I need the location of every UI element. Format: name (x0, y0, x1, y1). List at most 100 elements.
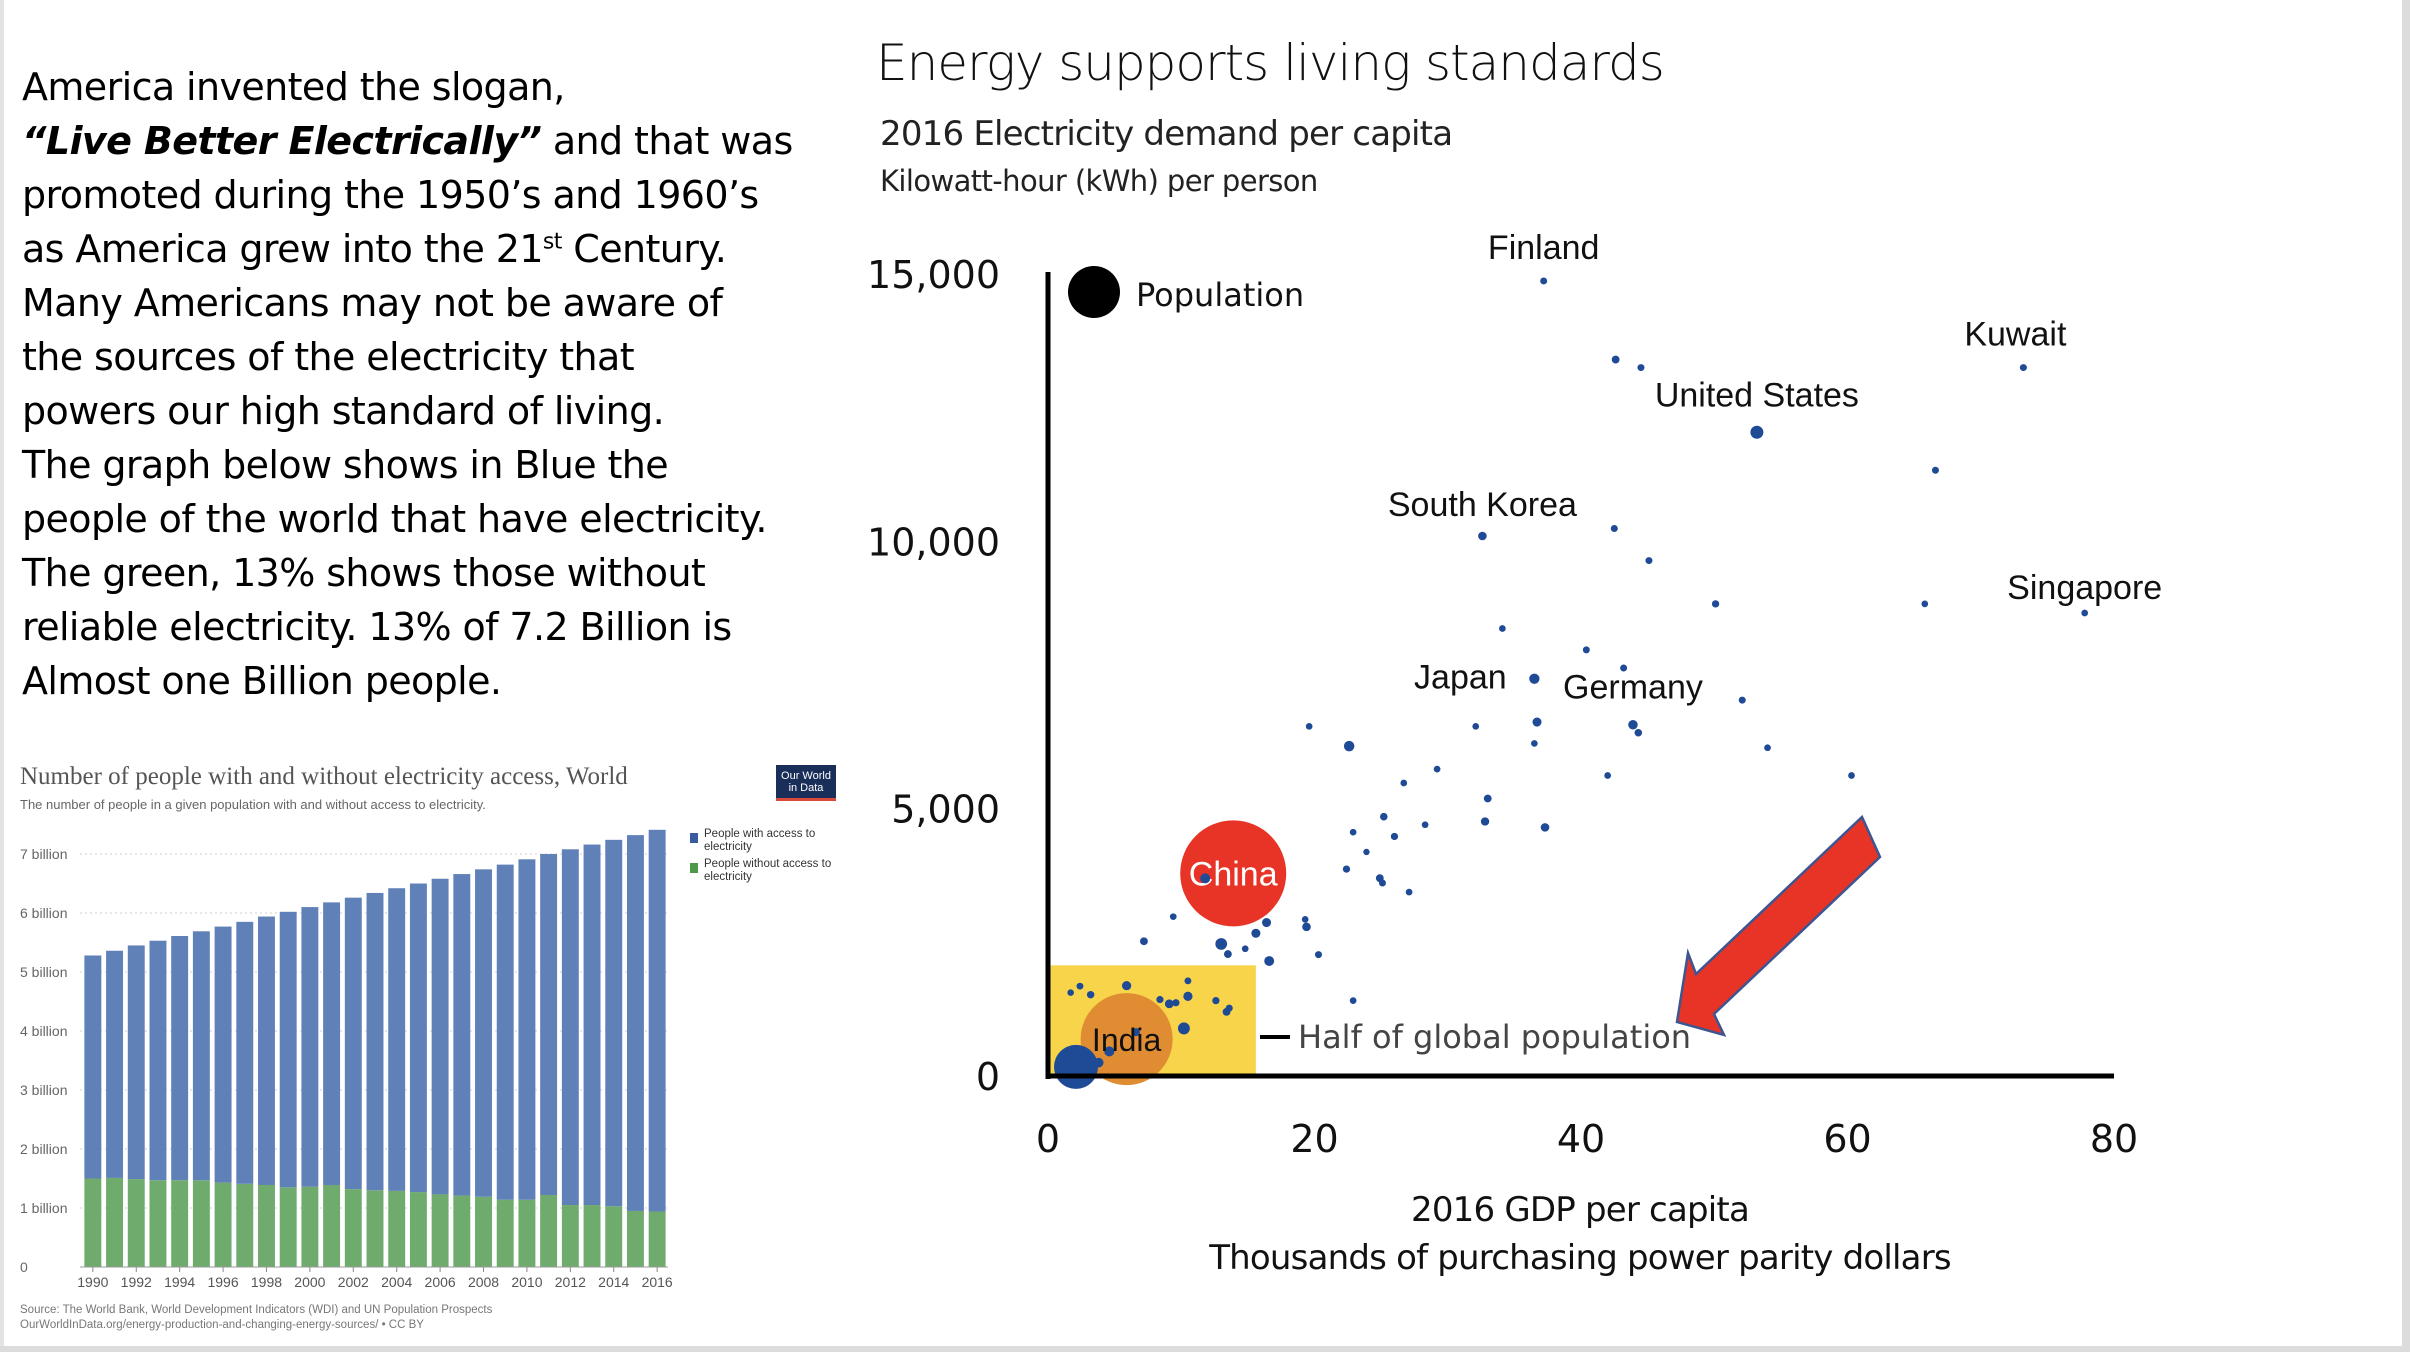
bubble (1264, 956, 1275, 966)
scatter-subtitle: 2016 Electricity demand per capita (880, 114, 1453, 154)
electricity-access-chart: 0 1 billion 2 billion 3 billion 4 billion 5 b… (0, 745, 860, 1345)
bubble (1478, 531, 1487, 541)
bar-with-access (149, 940, 167, 1181)
x-tick-label: 2006 (425, 1274, 456, 1290)
slogan-text: “Live Better Electrically” (22, 119, 542, 163)
bubble (1405, 888, 1413, 896)
intro-line-text: reliable electricity. 13% of 7.2 Billion… (22, 605, 732, 649)
bar-with-access (409, 883, 427, 1193)
intro-line: America invented the slogan, (22, 60, 822, 114)
scatter-y-unit: Kilowatt-hour (kWh) per person (880, 164, 1318, 198)
bar-without-access (648, 1211, 666, 1267)
intro-line: The graph below shows in Blue the (22, 438, 822, 492)
bar-without-access (605, 1206, 623, 1267)
intro-line: Almost one Billion people. (22, 654, 822, 708)
bubble (1156, 996, 1164, 1004)
intro-line-text: Almost one Billion people. (22, 659, 502, 703)
bubble-india (1080, 993, 1173, 1086)
bar-without-access (127, 1179, 145, 1267)
bubble (1184, 977, 1192, 985)
bubble (1582, 646, 1590, 654)
bar-with-access (106, 950, 124, 1178)
bubble (1483, 794, 1492, 803)
bar-with-access (84, 955, 102, 1179)
bubble (1122, 981, 1132, 991)
bar-with-access (431, 878, 449, 1195)
bubble (1532, 717, 1542, 727)
country-label-china: China (1189, 855, 1278, 893)
bubble (1400, 779, 1408, 787)
x-tick-label: 80 (2090, 1117, 2138, 1161)
bubble (1620, 664, 1628, 672)
x-tick-label: 2000 (294, 1274, 325, 1290)
intro-line: The green, 13% shows those without (22, 546, 822, 600)
intro-line: powers our high standard of living. (22, 384, 822, 438)
bubble (1215, 938, 1228, 950)
bar-without-access (409, 1192, 427, 1267)
country-label-india: India (1092, 1022, 1162, 1058)
bubble (1480, 817, 1490, 826)
bubble-china (1180, 820, 1287, 927)
owid-chart-subtitle: The number of people in a given populati… (20, 797, 486, 812)
bar-without-access (323, 1184, 341, 1267)
bar-with-access (453, 874, 471, 1196)
x-tick-label: 20 (1290, 1117, 1338, 1161)
legend-swatch-without-access (690, 863, 698, 873)
bubble (1314, 951, 1322, 959)
bubble (1251, 928, 1261, 938)
slide-border-right (2402, 0, 2410, 1352)
bubble (1086, 991, 1095, 999)
bar-with-access (540, 854, 558, 1196)
bubble (1349, 997, 1357, 1004)
x-tick-label: 1994 (164, 1274, 195, 1290)
bar-with-access (323, 902, 341, 1185)
bar-without-access (84, 1178, 102, 1267)
legend-label-with-access-cont: electricity (704, 841, 752, 853)
bar-without-access (214, 1182, 232, 1267)
bar-with-access (626, 835, 644, 1211)
bar-without-access (192, 1180, 210, 1267)
bar-without-access (561, 1205, 579, 1267)
bar-with-access (192, 931, 210, 1181)
bubble (1848, 772, 1855, 779)
country-label: Japan (1414, 659, 1507, 697)
intro-line: promoted during the 1950’s and 1960’s (22, 168, 822, 222)
bar-without-access (301, 1186, 319, 1267)
x-tick-label: 2014 (598, 1274, 629, 1290)
y-tick-label: 7 billion (20, 846, 67, 862)
bubble (1076, 982, 1084, 990)
bar-without-access (344, 1189, 362, 1267)
country-label: South Korea (1388, 486, 1577, 524)
bubble (1931, 466, 1939, 474)
source-line: Source: The World Bank, World Developmen… (20, 1304, 493, 1316)
bubble (1610, 525, 1618, 533)
bar-without-access (149, 1180, 167, 1267)
bubble (1738, 696, 1746, 704)
intro-line-text: The green, 13% shows those without (22, 551, 706, 595)
bar-with-access (301, 907, 319, 1187)
intro-line-text: people of the world that have electricit… (22, 497, 768, 541)
x-tick-label: 2016 (642, 1274, 673, 1290)
bar-without-access (496, 1199, 514, 1267)
bubble (1499, 625, 1506, 632)
bar-with-access (475, 869, 492, 1197)
x-tick-label: 0 (1036, 1117, 1060, 1161)
bubble (1302, 922, 1311, 932)
x-tick-label: 1990 (77, 1274, 108, 1290)
intro-line-text: as America grew into the 21 (22, 227, 544, 271)
bubble (1540, 277, 1548, 285)
country-label: Finland (1488, 229, 1600, 267)
bubble (1529, 673, 1540, 684)
bubble (1200, 873, 1211, 884)
legend-label-with-access: People with access to (704, 828, 815, 840)
x-tick-label: 2012 (555, 1274, 586, 1290)
y-tick-label: 4 billion (20, 1023, 67, 1039)
bar-with-access (258, 916, 275, 1185)
bubble (1301, 915, 1309, 923)
bubble (1132, 1028, 1140, 1037)
y-tick-label: 10,000 (867, 520, 1000, 564)
bar-without-access (258, 1184, 275, 1267)
y-tick-label: 0 (976, 1055, 1000, 1099)
x-tick-label: 60 (1823, 1117, 1871, 1161)
y-tick-label: 2 billion (20, 1141, 67, 1157)
